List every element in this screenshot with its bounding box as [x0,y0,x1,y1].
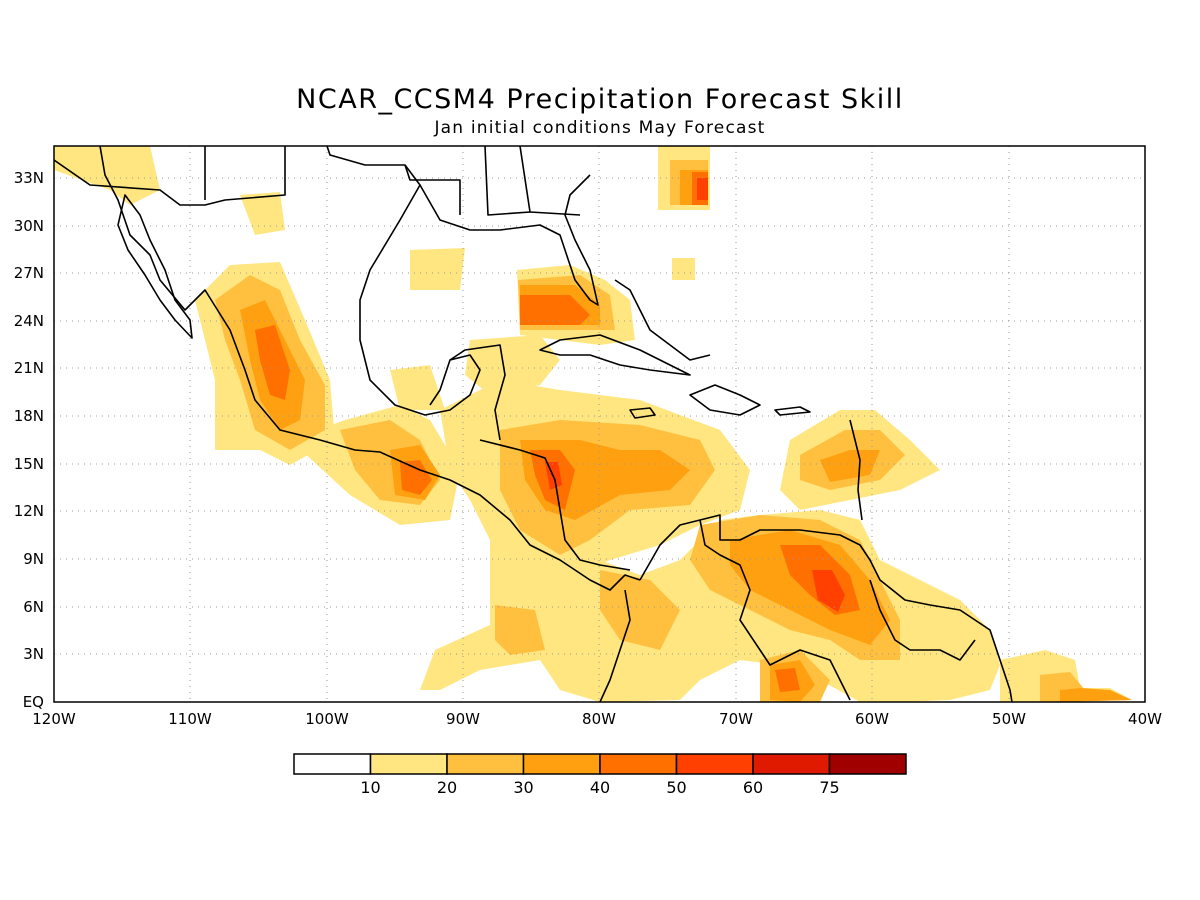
colorbar-swatch [293,753,372,775]
border-guyanas [869,579,976,661]
lat-tick-label: 6N [23,598,44,616]
lon-axis: 120W 110W 100W 90W 80W 70W 60W 50W 40W [32,710,1162,728]
coast-hispaniola [689,384,761,416]
colorbar-label: 40 [590,778,610,797]
lon-tick-label: 40W [1128,710,1162,728]
coast-puerto-rico [774,406,811,416]
lon-tick-label: 100W [305,710,349,728]
coast-south-america-north [639,514,1013,702]
skill-region-baja-north [54,146,160,205]
skill-region-atlantic-n-50 [697,178,708,200]
colorbar-label: 60 [743,778,763,797]
skill-region-gulf-patch [410,248,465,290]
plot-frame [53,145,1146,703]
skill-region-antilles-30 [820,450,880,482]
lon-tick-label: 50W [992,710,1026,728]
coast-mexico-pacific [99,146,641,591]
lat-tick-label: 27N [14,264,44,282]
coast-central-america-caribbean [479,439,631,571]
skill-region-amazon-40 [775,668,800,692]
colorbar-swatch [446,753,525,775]
coast-bahamas [614,279,711,361]
border-us-mexico [54,146,286,206]
lat-axis: EQ 3N 6N 9N 12N 15N 18N 21N 24N 27N 30N … [14,169,44,711]
coast-baja [117,194,193,339]
lon-tick-label: 80W [582,710,616,728]
lat-tick-label: 9N [23,550,44,568]
lat-tick-label: 33N [14,169,44,187]
coast-yucatan [449,344,506,441]
border-us-states [204,146,581,216]
coast-colombia-pacific [599,589,631,702]
skill-region-colombia-20 [600,570,680,650]
colorbar-label: 10 [360,778,380,797]
colorbar-swatch [522,753,601,775]
lat-tick-label: 15N [14,455,44,473]
colorbar-swatch [369,753,448,775]
chart-title: NCAR_CCSM4 Precipitation Forecast Skill [296,84,904,115]
lat-tick-label: EQ [23,693,44,711]
lon-tick-label: 120W [32,710,76,728]
colorbar: 10 20 30 40 50 60 75 [293,753,907,797]
lat-tick-label: 12N [14,502,44,520]
coast-lesser-antilles [849,419,863,521]
colorbar-label: 30 [513,778,533,797]
skill-region-gulf-south [390,365,445,410]
lat-tick-label: 30N [14,217,44,235]
lon-tick-label: 110W [168,710,212,728]
lat-tick-label: 18N [14,407,44,425]
skill-region-mexico-south-40 [400,460,432,495]
skill-region-yucatan [465,335,560,395]
skill-region-mexico-west-40 [255,325,290,400]
skill-region-venezuela-50 [812,570,845,612]
coast-jamaica [629,407,656,419]
colorbar-label: 75 [819,778,839,797]
skill-region-atlantic-small [672,258,695,280]
colorbar-swatch [599,753,678,775]
colorbar-swatch [752,753,831,775]
lon-tick-label: 60W [855,710,889,728]
colorbar-label: 50 [666,778,686,797]
lon-tick-label: 90W [446,710,480,728]
skill-region-florida-40 [520,295,590,325]
coast-gulf-of-mexico [326,146,599,416]
skill-region-pacific-20 [495,605,545,655]
skill-field-layer [54,146,1132,702]
colorbar-swatch [675,753,754,775]
coastlines [54,146,1013,702]
lat-tick-label: 21N [14,359,44,377]
border-colombia-venezuela [699,519,851,701]
skill-region-sonora [240,192,285,235]
skill-region-ne-brazil-30 [1060,688,1132,702]
colorbar-swatch [828,753,907,775]
colorbar-label: 20 [437,778,457,797]
lat-tick-label: 24N [14,312,44,330]
chart-subtitle: Jan initial conditions May Forecast [434,118,766,138]
lat-tick-label: 3N [23,645,44,663]
lon-tick-label: 70W [719,710,753,728]
coast-cuba [539,334,691,376]
